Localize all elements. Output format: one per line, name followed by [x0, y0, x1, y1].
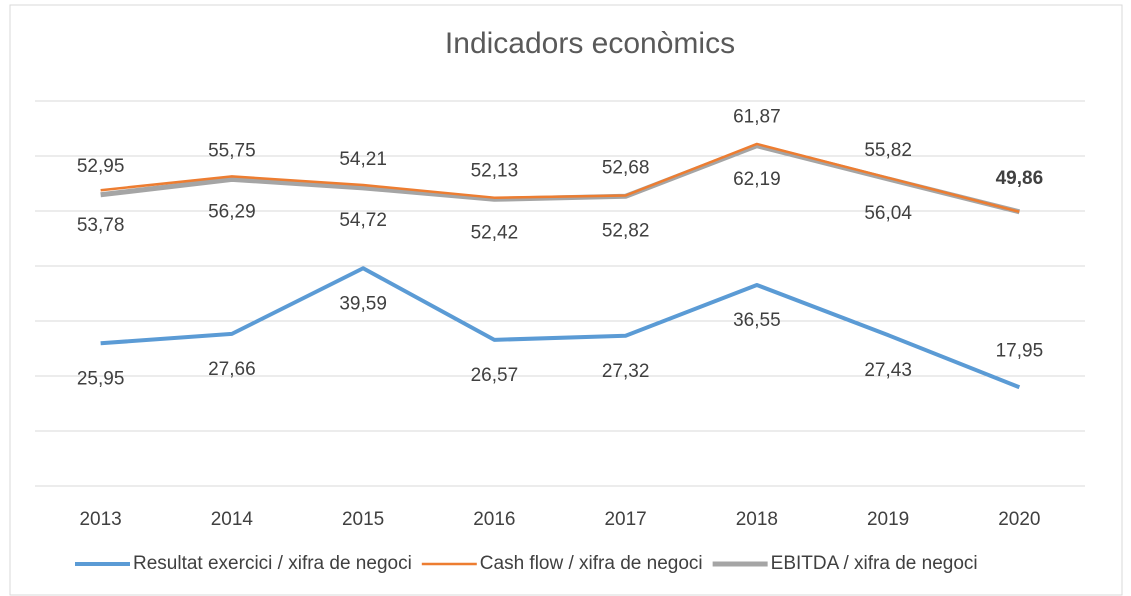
data-label: 27,43	[864, 360, 912, 381]
chart-border	[9, 4, 1123, 596]
data-label: 17,95	[996, 340, 1044, 361]
data-label: 56,04	[864, 203, 912, 224]
data-label: 56,29	[208, 201, 256, 222]
series-line	[100, 142, 1020, 213]
x-tick-label: 2019	[867, 509, 909, 530]
x-tick-label: 2020	[998, 509, 1040, 530]
data-label: 39,59	[339, 293, 387, 314]
data-label: 62,19	[733, 169, 781, 190]
data-label: 55,75	[208, 140, 256, 161]
data-label: 54,72	[339, 210, 387, 231]
data-label: 36,55	[733, 310, 781, 331]
data-label: 52,13	[471, 160, 519, 181]
data-label: 52,82	[602, 221, 650, 242]
data-label: 27,32	[602, 361, 650, 382]
legend-label: Resultat exercici / xifra de negoci	[133, 553, 412, 574]
data-label: 61,87	[733, 107, 781, 128]
data-label: 27,66	[208, 359, 256, 380]
chart-title: Indicadors econòmics	[445, 27, 735, 60]
x-tick-label: 2016	[473, 509, 515, 530]
x-tick-label: 2014	[211, 509, 254, 530]
data-label: 52,95	[77, 156, 125, 177]
data-label: 54,21	[339, 149, 387, 170]
data-label: 52,42	[471, 223, 519, 244]
data-label: 49,86	[996, 168, 1044, 189]
data-label: 26,57	[471, 365, 519, 386]
data-label: 55,82	[864, 140, 912, 161]
data-label: 52,68	[602, 157, 650, 178]
x-tick-label: 2013	[79, 509, 121, 530]
x-tick-label: 2017	[604, 509, 646, 530]
legend-label: EBITDA / xifra de negoci	[771, 553, 978, 574]
legend-label: Cash flow / xifra de negoci	[480, 553, 703, 574]
data-label: 53,78	[77, 215, 125, 236]
x-tick-label: 2018	[736, 509, 778, 530]
data-label: 25,95	[77, 368, 125, 389]
series-line	[100, 266, 1021, 390]
x-tick-label: 2015	[342, 509, 384, 530]
